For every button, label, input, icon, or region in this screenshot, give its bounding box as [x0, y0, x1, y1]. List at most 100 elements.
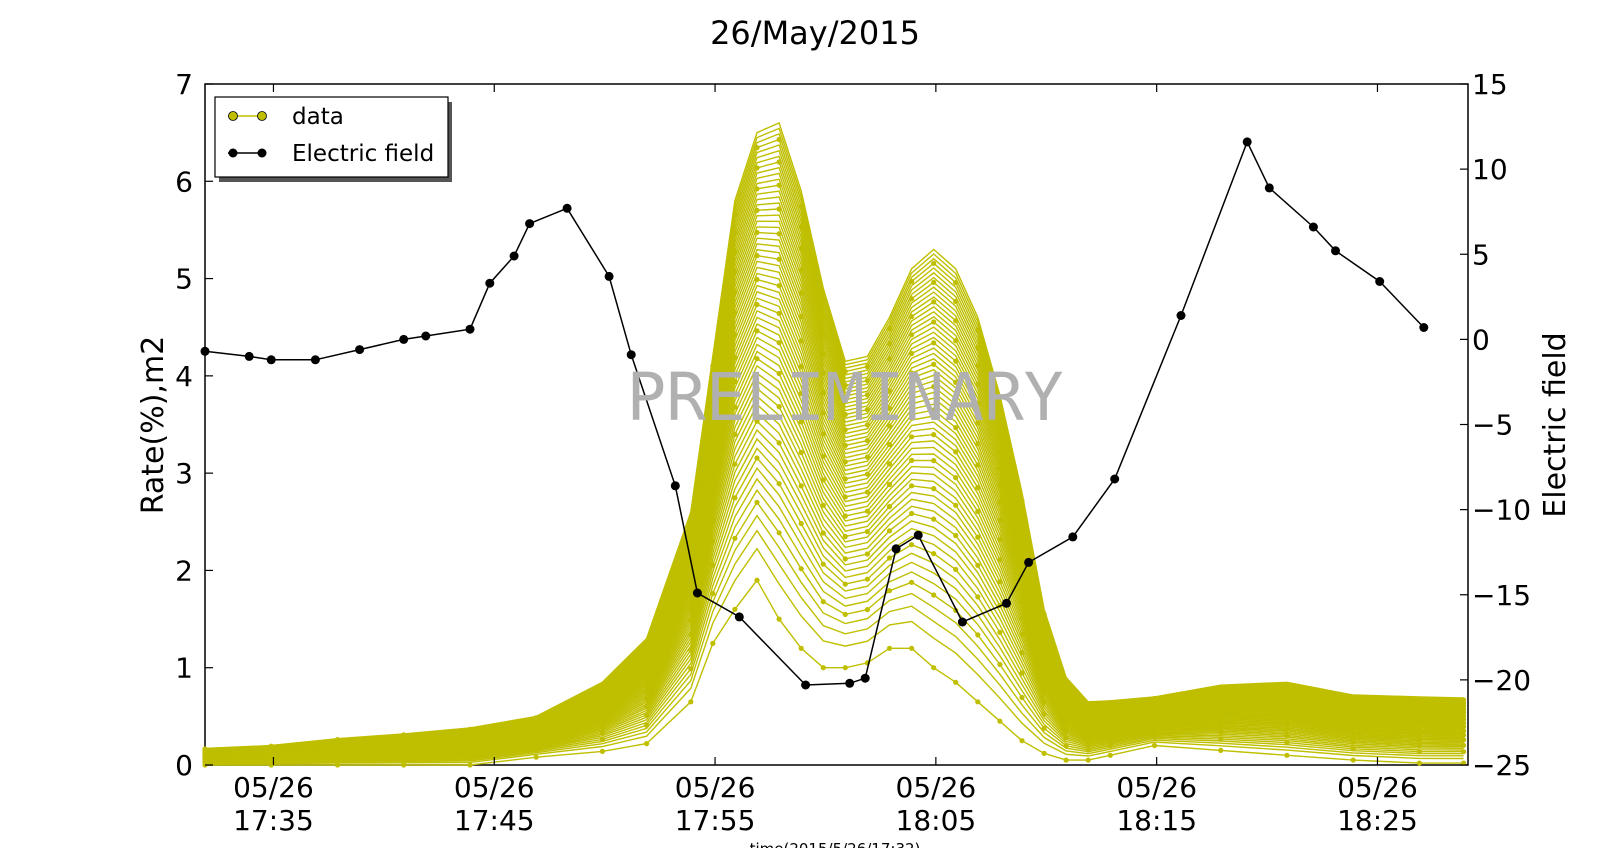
data-series-line — [204, 428, 1464, 761]
data-point — [842, 459, 848, 465]
data-point — [886, 441, 893, 448]
data-series-line — [204, 121, 1464, 750]
data-point — [931, 319, 937, 325]
data-series-line — [204, 372, 1464, 759]
legend-data-marker — [228, 111, 238, 121]
electric-field-point — [845, 678, 855, 688]
data-point — [842, 382, 848, 388]
data-point — [975, 594, 981, 600]
data-point — [842, 397, 848, 403]
data-point — [820, 477, 826, 483]
electric-field-point — [734, 612, 744, 622]
data-point — [710, 640, 716, 647]
electric-field-point — [1024, 557, 1034, 567]
right-y-axis: −25 −20 −15 −10 −5 0 5 10 15 — [1460, 68, 1531, 782]
data-point — [864, 378, 871, 384]
data-point — [776, 530, 782, 536]
left-tick-label: 3 — [175, 457, 193, 490]
data-point — [1218, 747, 1224, 754]
data-series-line — [204, 447, 1464, 761]
data-point — [864, 438, 871, 444]
data-point — [931, 407, 937, 413]
data-point — [975, 632, 981, 638]
x-tick-label-date: 05/26 — [1116, 771, 1197, 804]
data-point — [931, 432, 937, 438]
legend-box — [214, 96, 449, 178]
electric-field-point — [913, 530, 923, 540]
data-point — [842, 581, 848, 587]
data-series-line — [204, 178, 1464, 751]
left-tick-label: 5 — [175, 263, 193, 296]
electric-field-point — [860, 673, 870, 683]
data-point — [864, 508, 871, 514]
data-point — [975, 508, 981, 515]
data-point — [820, 599, 826, 605]
data-point — [644, 741, 650, 747]
x-tick-label-time: 18:15 — [1116, 804, 1197, 837]
x-tick-label-date: 05/26 — [233, 771, 314, 804]
data-series-line — [204, 350, 1464, 758]
data-point — [886, 528, 893, 534]
data-point — [886, 555, 893, 561]
electric-field-point — [1419, 323, 1429, 332]
data-point — [842, 368, 848, 375]
data-point — [997, 661, 1003, 668]
data-point — [1019, 694, 1025, 701]
data-point — [909, 579, 915, 585]
electric-field-point — [1264, 183, 1274, 193]
x-tick-label-time: 17:35 — [233, 804, 314, 837]
electric-field-point — [1176, 311, 1186, 320]
data-point — [776, 340, 782, 346]
data-series-line — [204, 466, 1464, 762]
data-point — [909, 411, 915, 418]
data-point — [798, 520, 804, 527]
data-point — [864, 407, 871, 413]
x-axis: 05/2617:3505/2617:4505/2617:5505/2618:05… — [233, 84, 1418, 837]
data-point — [886, 423, 893, 429]
electric-field-point — [310, 355, 320, 365]
data-point — [842, 665, 848, 671]
data-point — [931, 299, 937, 305]
data-point — [953, 449, 959, 455]
data-point — [842, 513, 848, 519]
electric-field-point — [891, 544, 901, 554]
data-point — [798, 566, 804, 572]
electric-field-point — [562, 203, 572, 213]
electric-field-point — [399, 334, 409, 344]
y-axis-left-label: Rate(%),m2 — [136, 336, 171, 515]
data-series-line — [204, 278, 1464, 755]
data-point — [1085, 757, 1091, 763]
data-point — [754, 418, 760, 424]
legend: data Electric field — [214, 96, 452, 182]
data-series-line — [204, 323, 1464, 757]
data-point — [953, 425, 959, 431]
data-series-line — [204, 477, 1464, 762]
data-point — [864, 551, 871, 557]
right-tick-label: 15 — [1472, 68, 1508, 101]
data-series-line — [204, 547, 1464, 765]
data-point — [842, 411, 848, 418]
electric-field-point — [692, 588, 702, 598]
data-point — [842, 533, 848, 540]
data-point — [798, 483, 804, 489]
data-series-line — [204, 501, 1464, 763]
data-series-line — [204, 364, 1464, 758]
electric-field-point — [1331, 246, 1340, 256]
data-point — [931, 361, 937, 367]
data-point — [754, 385, 760, 392]
electric-field-series — [200, 137, 1429, 690]
right-tick-label: 0 — [1472, 323, 1490, 356]
data-point — [1041, 725, 1047, 731]
electric-field-point — [1110, 474, 1120, 484]
electric-field-line — [204, 140, 1425, 686]
data-series-line — [204, 514, 1464, 764]
data-point — [1151, 742, 1158, 749]
chart-title: 26/May/2015 — [710, 14, 920, 52]
data-point — [953, 379, 959, 385]
electric-field-point — [1308, 222, 1318, 232]
data-point — [732, 495, 738, 501]
data-point — [798, 449, 804, 456]
data-point — [732, 535, 738, 541]
x-tick-label-time: 18:05 — [896, 804, 977, 837]
data-point — [1041, 750, 1047, 756]
